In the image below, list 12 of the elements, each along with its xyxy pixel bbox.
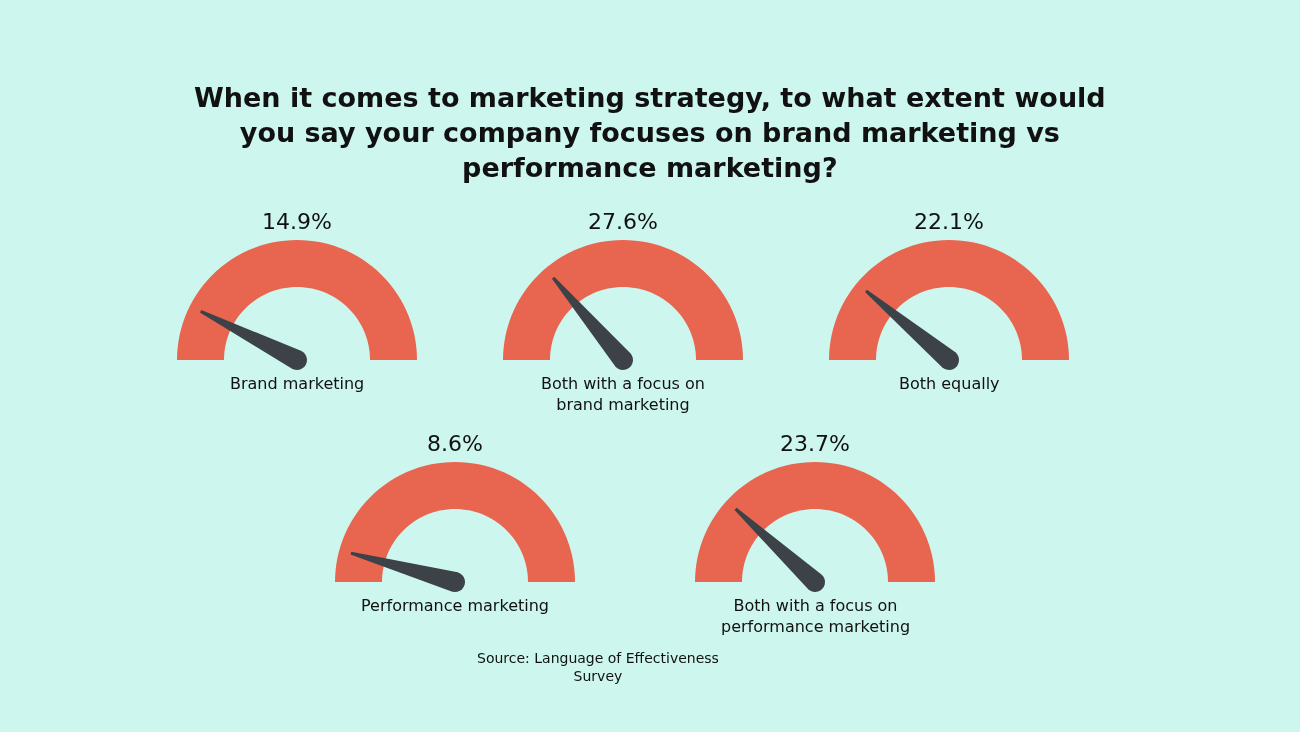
data-label: 14.9% bbox=[262, 209, 332, 234]
category-label: Both equally bbox=[899, 374, 1000, 393]
category-label: Both with a focus on brand marketing bbox=[541, 374, 705, 414]
data-label: 23.7% bbox=[780, 431, 850, 456]
data-label: 27.6% bbox=[588, 209, 658, 234]
category-label: Both with a focus on performance marketing bbox=[721, 596, 911, 636]
source-note: Source: Language of Effectiveness Survey bbox=[477, 650, 719, 685]
category-label: Brand marketing bbox=[230, 374, 365, 393]
data-label: 8.6% bbox=[427, 431, 483, 456]
category-label: Performance marketing bbox=[361, 596, 549, 615]
text: When it comes to marketing strategy, to what extent would you say your company focuses on brand marketing vs performance marketing? bbox=[194, 82, 1106, 184]
data-label: 22.1% bbox=[914, 209, 984, 234]
